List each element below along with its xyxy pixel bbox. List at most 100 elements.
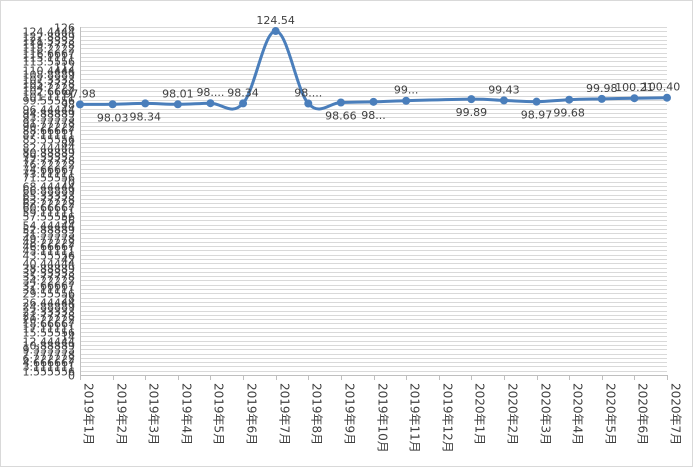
y-tick-label: 77.77778 — [23, 155, 76, 168]
y-tick-label: 17.11111 — [23, 323, 76, 336]
data-point — [467, 95, 476, 104]
x-tick-label: 2019年1月 — [82, 383, 96, 445]
y-tick-label: 107.3333 — [23, 74, 76, 87]
data-point — [271, 27, 280, 36]
y-tick-label: 4.666667 — [23, 357, 76, 370]
y-tick-label: 3.111111 — [23, 361, 76, 374]
y-tick-label: 45.11111 — [23, 245, 76, 258]
y-tick-label: 38.88889 — [23, 263, 76, 276]
data-label: 124.54 — [256, 14, 295, 27]
x-tick-label: 2019年9月 — [343, 383, 357, 445]
y-tick-label: 82.44444 — [23, 142, 76, 155]
x-tick-label: 2020年4月 — [571, 383, 585, 445]
y-tick-label: 108.8889 — [23, 69, 76, 82]
data-label: 98.03 — [97, 111, 129, 124]
x-tick-label: 2020年2月 — [506, 383, 520, 445]
y-tick-label: 1.555556 — [23, 366, 76, 379]
y-tick-label: 18.66667 — [23, 318, 76, 331]
x-tick-label: 2020年1月 — [473, 383, 487, 445]
data-label: 98.... — [196, 86, 224, 99]
data-point — [369, 97, 378, 106]
data-label: 98.34 — [227, 86, 259, 99]
y-tick-label: 54.44444 — [23, 220, 76, 233]
y-tick-label: 26.44444 — [23, 297, 76, 310]
y-tick-label: 73.11111 — [23, 168, 76, 181]
x-tick-label: 2020年5月 — [604, 383, 618, 445]
y-tick-label: 40.44444 — [23, 258, 76, 271]
y-tick-label: 32.66667 — [23, 280, 76, 293]
y-tick-label: 34.22222 — [23, 275, 76, 288]
data-label: 99... — [394, 84, 419, 97]
data-point — [565, 95, 574, 104]
series — [76, 27, 671, 111]
x-tick-label: 2020年3月 — [539, 383, 553, 445]
y-tick-label: 43.55556 — [23, 250, 76, 263]
y-tick-label: 119.7778 — [23, 39, 76, 52]
data-label: 98.66 — [325, 110, 357, 123]
y-tick-label: 74.66667 — [23, 164, 76, 177]
y-tick-label: 87.11111 — [23, 129, 76, 142]
data-point — [597, 94, 606, 103]
x-tick-label: 2019年7月 — [278, 383, 292, 445]
y-tick-label: 56 — [61, 215, 75, 228]
y-tick-label: 99.55556 — [23, 95, 76, 108]
y-tick-label: 20.22222 — [23, 314, 76, 327]
y-tick-label: 70 — [61, 177, 75, 190]
y-tick-label: 46.66667 — [23, 241, 76, 254]
data-label: 99.68 — [553, 107, 585, 120]
x-tick-label: 2020年6月 — [636, 383, 650, 445]
y-tick-label: 21.77778 — [23, 310, 76, 323]
x-tick-label: 2019年6月 — [245, 383, 259, 445]
data-point — [630, 94, 639, 103]
data-point — [402, 96, 411, 105]
x-tick-label: 2019年4月 — [180, 383, 194, 445]
x-tick-label: 2019年11月 — [408, 383, 422, 453]
data-label: 98.... — [294, 87, 322, 100]
y-tick-label: 115.1111 — [23, 52, 76, 65]
data-point — [76, 100, 84, 109]
y-tick-label: 80.88889 — [23, 147, 76, 160]
data-point — [173, 100, 182, 109]
y-tick-label: 59.11111 — [23, 207, 76, 220]
x-tick-label: 2019年8月 — [310, 383, 324, 445]
data-point — [304, 99, 313, 108]
y-tick-label: 42 — [61, 254, 75, 267]
data-point — [499, 96, 508, 105]
y-tick-label: 15.55556 — [23, 327, 76, 340]
data-point — [108, 100, 117, 109]
y-tick-label: 48.22222 — [23, 237, 76, 250]
y-tick-label: 31.11111 — [23, 284, 76, 297]
y-tick-label: 104.2222 — [23, 82, 76, 95]
y-tick-label: 84 — [61, 138, 75, 151]
y-tick-label: 10.88889 — [23, 340, 76, 353]
y-tick-label: 90.22222 — [23, 121, 76, 134]
data-point — [532, 97, 541, 106]
x-tick-label: 2019年5月 — [212, 383, 226, 445]
data-point — [663, 93, 671, 102]
y-tick-label: 57.55556 — [23, 211, 76, 224]
y-tick-label: 9.333333 — [23, 344, 76, 357]
y-tick-label: 23.33333 — [23, 306, 76, 319]
y-tick-label: 52.88889 — [23, 224, 76, 237]
y-tick-label: 94.88889 — [23, 108, 76, 121]
y-tick-label: 24.88889 — [23, 301, 76, 314]
y-tick-label: 98 — [61, 99, 75, 112]
y-tick-label: 79.33333 — [23, 151, 76, 164]
y-tick-label: 122.8889 — [23, 31, 76, 44]
x-tick-label: 2019年10月 — [376, 383, 390, 453]
data-label: 100.40 — [642, 81, 681, 94]
y-tick-label: 76.22222 — [23, 159, 76, 172]
y-tick-label: 88.66667 — [23, 125, 76, 138]
data-point — [141, 99, 150, 108]
y-tick-label: 7.777778 — [23, 349, 76, 362]
y-tick-label: 93.33333 — [23, 112, 76, 125]
data-label: 99.43 — [488, 83, 520, 96]
data-label: 99.89 — [456, 106, 488, 119]
y-tick-label: 62.22222 — [23, 198, 76, 211]
y-tick-label: 29.55556 — [23, 288, 76, 301]
data-label: 98.97 — [521, 109, 553, 122]
y-tick-label: 96.44444 — [23, 104, 76, 117]
y-tick-label: 14 — [61, 331, 75, 344]
